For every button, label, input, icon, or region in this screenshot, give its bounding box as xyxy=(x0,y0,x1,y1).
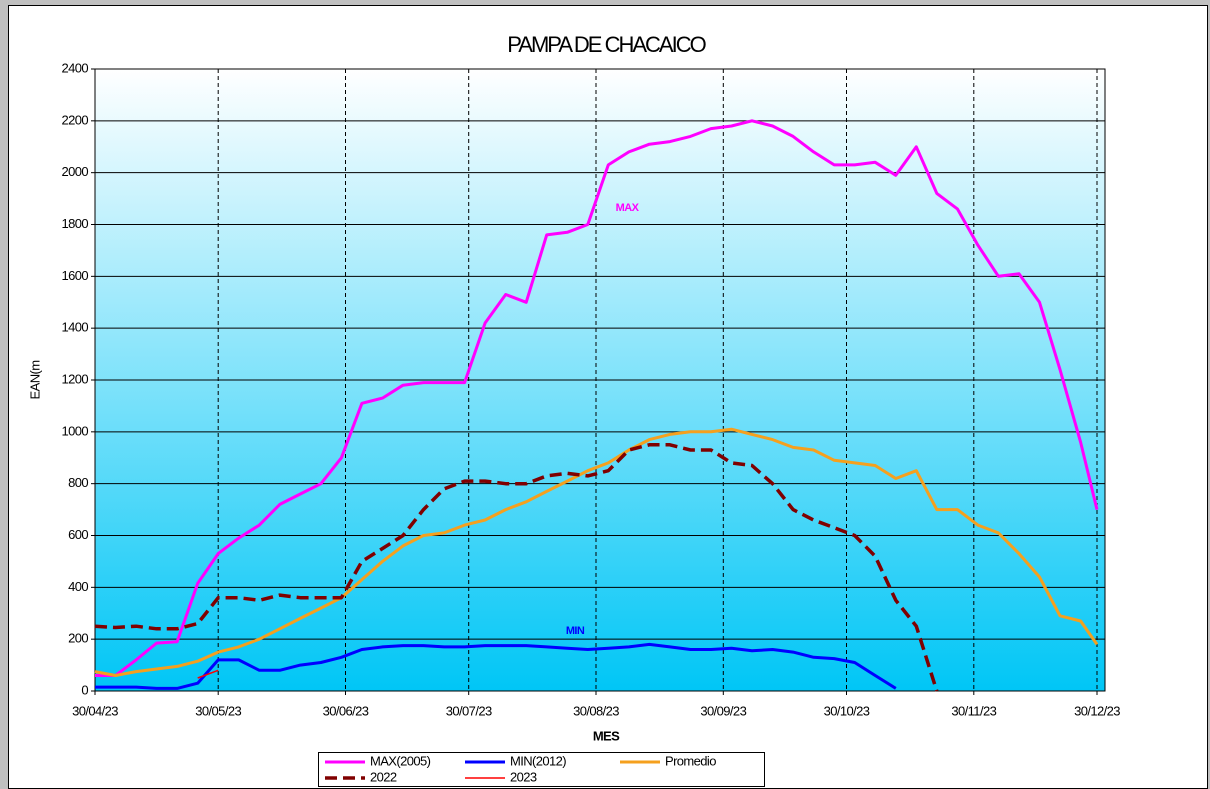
x-tick-label: 30/04/23 xyxy=(72,703,118,718)
x-tick-label: 30/05/23 xyxy=(195,703,241,718)
x-tick-label: 30/06/23 xyxy=(323,703,369,718)
legend-label: MIN(2012) xyxy=(510,753,566,768)
chart-title: PAMPA DE CHACAICO xyxy=(507,32,706,57)
x-tick-label: 30/12/23 xyxy=(1074,703,1120,718)
x-axis-title: MES xyxy=(593,728,620,743)
plot-border xyxy=(94,68,1106,692)
legend-label: 2023 xyxy=(510,769,537,784)
series-line xyxy=(94,427,1099,677)
y-tick-label: 0 xyxy=(81,682,88,697)
y-tick-label: 800 xyxy=(68,475,88,490)
x-tick-label: 30/08/23 xyxy=(573,703,619,718)
y-tick-label: 200 xyxy=(68,631,88,646)
y-tick-label: 2000 xyxy=(61,164,88,179)
series-line xyxy=(197,669,219,679)
y-tick-label: 2200 xyxy=(61,112,88,127)
x-tick-label: 30/07/23 xyxy=(446,703,492,718)
y-tick-label: 1200 xyxy=(61,371,88,386)
y-tick-label: 1600 xyxy=(61,268,88,283)
series-line xyxy=(95,642,897,690)
y-tick-label: 1400 xyxy=(61,320,88,335)
y-tick-label: 400 xyxy=(68,579,88,594)
x-tick-label: 30/10/23 xyxy=(824,703,870,718)
annotation: MAX xyxy=(616,202,640,214)
y-tick-label: 1000 xyxy=(61,423,88,438)
annotation: MIN xyxy=(566,625,585,637)
y-tick-label: 600 xyxy=(68,527,88,542)
x-tick-label: 30/11/23 xyxy=(951,703,996,718)
y-axis-title: EAN(m xyxy=(27,361,42,400)
legend-label: 2022 xyxy=(370,769,397,784)
legend xyxy=(318,752,765,787)
legend-label: MAX(2005) xyxy=(370,753,431,768)
x-tick-label: 30/09/23 xyxy=(700,703,746,718)
legend-label: Promedio xyxy=(665,753,716,768)
y-tick-label: 2400 xyxy=(61,60,88,75)
y-tick-label: 1800 xyxy=(61,216,88,231)
series-line xyxy=(95,119,1099,677)
series-line xyxy=(94,443,939,692)
